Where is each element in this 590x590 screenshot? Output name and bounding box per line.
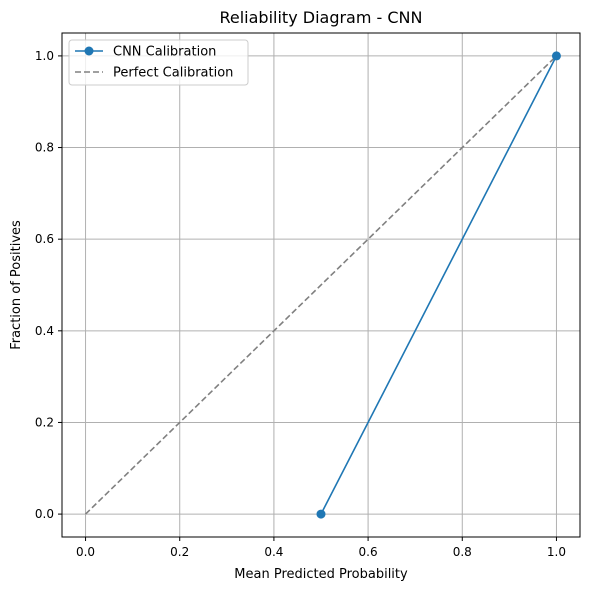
x-tick-label: 0.6 (359, 545, 378, 559)
x-tick-label: 0.8 (453, 545, 472, 559)
y-tick-label: 0.2 (35, 415, 54, 429)
x-tick-label: 1.0 (547, 545, 566, 559)
y-tick-label: 0.6 (35, 232, 54, 246)
data-point (552, 51, 561, 60)
y-tick-label: 1.0 (35, 49, 54, 63)
x-tick-label: 0.2 (170, 545, 189, 559)
y-axis-label: Fraction of Positives (9, 220, 24, 350)
legend-label-perfect-calibration: Perfect Calibration (113, 66, 233, 81)
y-tick-label: 0.8 (35, 141, 54, 155)
chart-title: Reliability Diagram - CNN (219, 8, 422, 27)
legend: CNN Calibration Perfect Calibration (69, 40, 248, 85)
legend-label-cnn-calibration: CNN Calibration (113, 45, 216, 60)
legend-marker-cnn-calibration (85, 47, 94, 56)
x-axis-label: Mean Predicted Probability (234, 567, 408, 582)
x-tick-label: 0.0 (76, 545, 95, 559)
x-tick-label: 0.4 (264, 545, 283, 559)
data-point (317, 510, 326, 519)
y-tick-label: 0.4 (35, 324, 54, 338)
y-tick-label: 0.0 (35, 507, 54, 521)
